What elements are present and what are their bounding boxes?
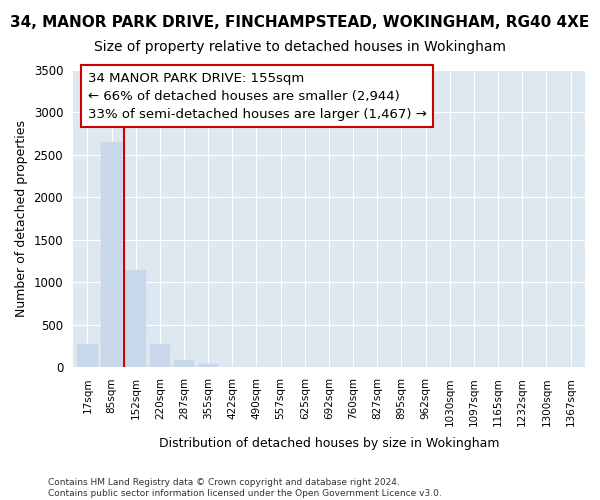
Bar [77, 344, 98, 368]
Text: 34 MANOR PARK DRIVE: 155sqm
← 66% of detached houses are smaller (2,944)
33% of : 34 MANOR PARK DRIVE: 155sqm ← 66% of det… [88, 72, 427, 120]
Text: 34, MANOR PARK DRIVE, FINCHAMPSTEAD, WOKINGHAM, RG40 4XE: 34, MANOR PARK DRIVE, FINCHAMPSTEAD, WOK… [10, 15, 590, 30]
Bar [101, 142, 122, 368]
Bar [198, 364, 218, 368]
Text: Size of property relative to detached houses in Wokingham: Size of property relative to detached ho… [94, 40, 506, 54]
Y-axis label: Number of detached properties: Number of detached properties [15, 120, 28, 317]
X-axis label: Distribution of detached houses by size in Wokingham: Distribution of detached houses by size … [159, 437, 499, 450]
Bar [174, 360, 194, 368]
Bar [125, 270, 146, 368]
Bar [149, 344, 170, 367]
Text: Contains HM Land Registry data © Crown copyright and database right 2024.
Contai: Contains HM Land Registry data © Crown c… [48, 478, 442, 498]
